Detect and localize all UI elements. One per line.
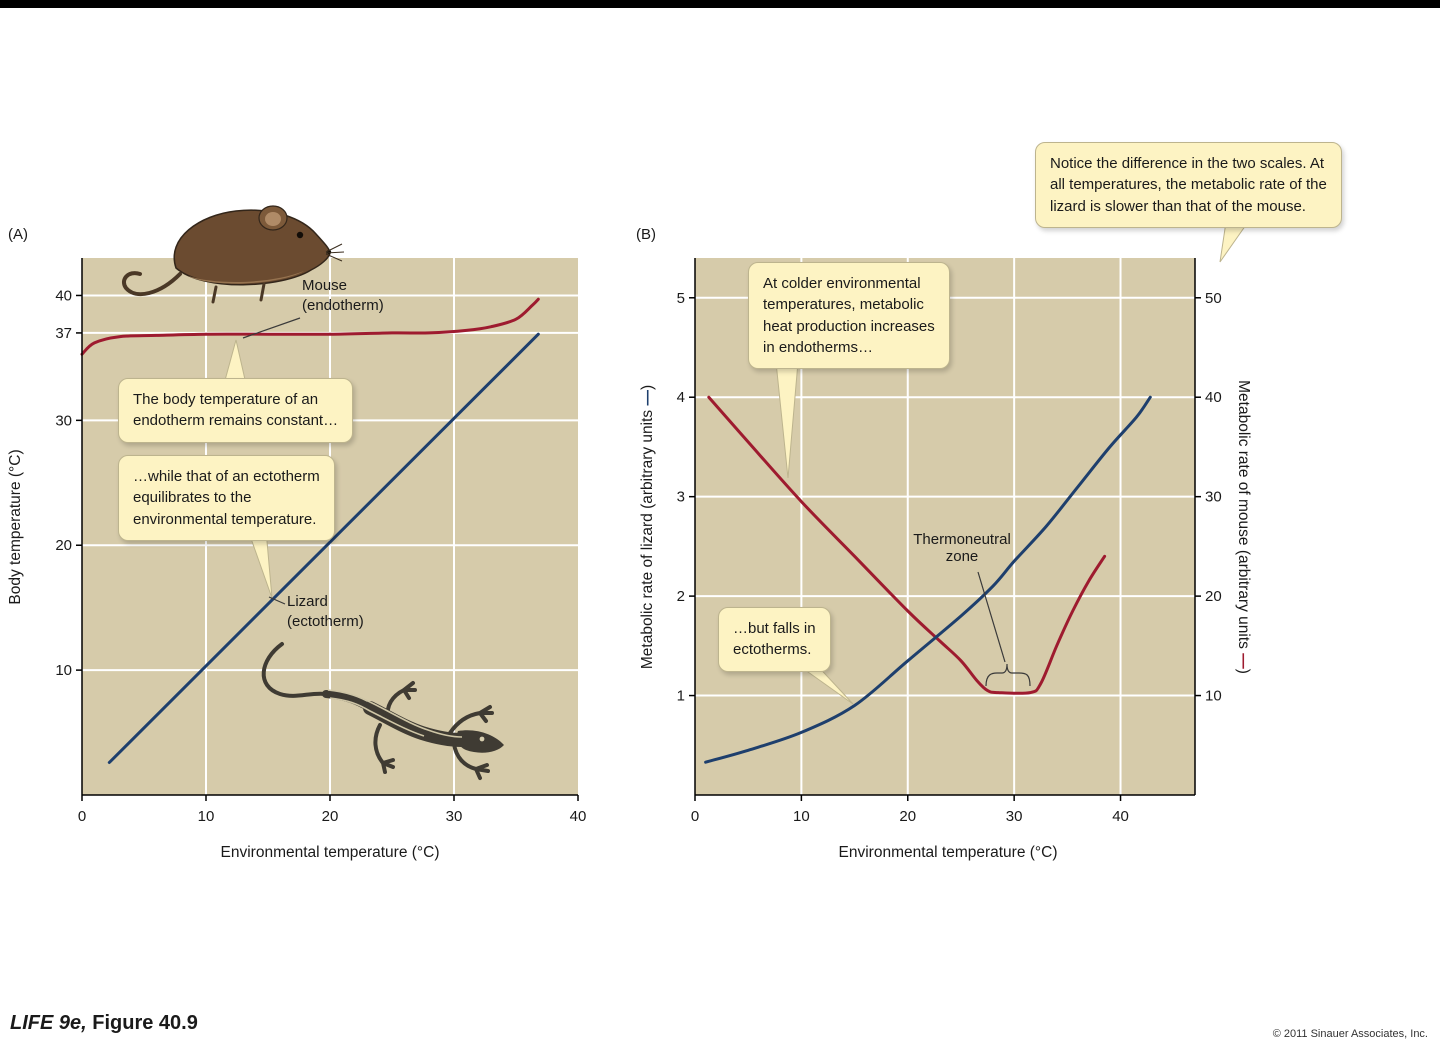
tick-label: 40 <box>1112 808 1129 825</box>
tick-label: 10 <box>1205 688 1222 705</box>
tick-label: 40 <box>1205 389 1222 406</box>
tick-label: 1 <box>677 688 685 705</box>
callout-ectotherm-equilibrates: …while that of an ectotherm equilibrates… <box>118 455 335 541</box>
tick-label: 10 <box>793 808 810 825</box>
tick-label: 0 <box>78 808 86 825</box>
mouse-inner-ear-art <box>265 212 281 226</box>
figure-number: Figure 40.9 <box>86 1012 198 1034</box>
copyright-notice: © 2011 Sinauer Associates, Inc. <box>1272 1028 1428 1040</box>
panel-a-y-axis-label-text: Body temperature (°C) <box>7 449 24 605</box>
series-line-mouse-metabolic-rate <box>707 395 1107 695</box>
lizard-illustration <box>261 642 504 780</box>
figure-caption: LIFE 9e, Figure 40.9 <box>10 1012 198 1035</box>
lizard-head-art <box>456 730 504 753</box>
tick-label: 4 <box>677 389 685 406</box>
mouse-whiskers-art <box>325 243 345 262</box>
tick-label: 30 <box>1006 808 1023 825</box>
mouse-body-art <box>173 209 331 286</box>
tick-label: 40 <box>570 808 587 825</box>
mouse-eye-art <box>296 231 304 239</box>
mouse-illustration <box>121 205 345 304</box>
lizard-eye-art <box>479 736 485 742</box>
tick-label: 5 <box>677 290 685 307</box>
panel-b-label: (B) <box>636 226 656 243</box>
tick-label: 30 <box>55 412 72 429</box>
panel-a-x-axis-label: Environmental temperature (°C) <box>221 844 440 862</box>
panel-b-right-y-axis-label: Metabolic rate of mouse (arbitrary units… <box>1234 380 1252 674</box>
tick-label: 40 <box>55 287 72 304</box>
panel-a-x-axis-label-text: Environmental temperature (°C) <box>220 844 440 861</box>
mouse-series-label: Mouse (endotherm) <box>302 277 384 315</box>
lizard-stripes-art <box>327 689 463 738</box>
book-title: LIFE 9e, <box>10 1012 87 1034</box>
panel-b-left-y-axis-label-text: Metabolic rate of lizard (arbitrary unit… <box>639 405 656 670</box>
series-line-lizard-ectotherm- <box>107 332 540 764</box>
panel-b-x-axis-label: Environmental temperature (°C) <box>839 844 1058 862</box>
panel-a-y-axis-label: Body temperature (°C) <box>7 449 25 604</box>
tick-label: 10 <box>198 808 215 825</box>
callout-ectotherm-falls: …but falls in ectotherms. <box>718 607 831 672</box>
tick-label: 20 <box>322 808 339 825</box>
tick-label: 37 <box>55 325 72 342</box>
series-line-mouse-endotherm- <box>80 297 540 356</box>
panel-a-label: (A) <box>8 226 28 243</box>
mouse-tail-art <box>121 271 182 297</box>
tick-label: 20 <box>55 537 72 554</box>
callout-endotherm-constant: The body temperature of an endotherm rem… <box>118 378 354 443</box>
tick-label: 20 <box>1205 588 1222 605</box>
tick-label: 10 <box>55 662 72 679</box>
tick-label: 2 <box>677 588 685 605</box>
tick-label: 30 <box>446 808 463 825</box>
mouse-feet-art <box>211 282 266 304</box>
callout-scales-note: Notice the difference in the two scales.… <box>1035 142 1342 228</box>
tick-label: 30 <box>1205 489 1222 506</box>
tick-label: 50 <box>1205 290 1222 307</box>
mouse-line-legend-dash: — <box>1235 653 1252 669</box>
lizard-line-legend-dash: — <box>639 390 656 406</box>
panel-b-right-y-axis-label-text: Metabolic rate of mouse (arbitrary units <box>1235 380 1252 654</box>
tick-label: 20 <box>899 808 916 825</box>
panel-b-left-y-axis-label: Metabolic rate of lizard (arbitrary unit… <box>639 385 657 669</box>
tick-label: 3 <box>677 489 685 506</box>
lizard-legs-art <box>373 681 494 780</box>
lizard-series-label: Lizard (ectotherm) <box>287 593 364 631</box>
thermoneutral-zone-label: Thermoneutral zone <box>913 531 1011 565</box>
panel-b-x-axis-label-text: Environmental temperature (°C) <box>838 844 1058 861</box>
tick-label: 0 <box>691 808 699 825</box>
panel-b-right-y-axis-label-close: ) <box>1235 668 1252 674</box>
lizard-tail-art <box>261 642 328 698</box>
callout-endotherm-cold: At colder environmental temperatures, me… <box>748 262 950 370</box>
panel-b-left-y-axis-label-close: ) <box>639 384 656 391</box>
top-border-bar <box>0 0 1440 8</box>
